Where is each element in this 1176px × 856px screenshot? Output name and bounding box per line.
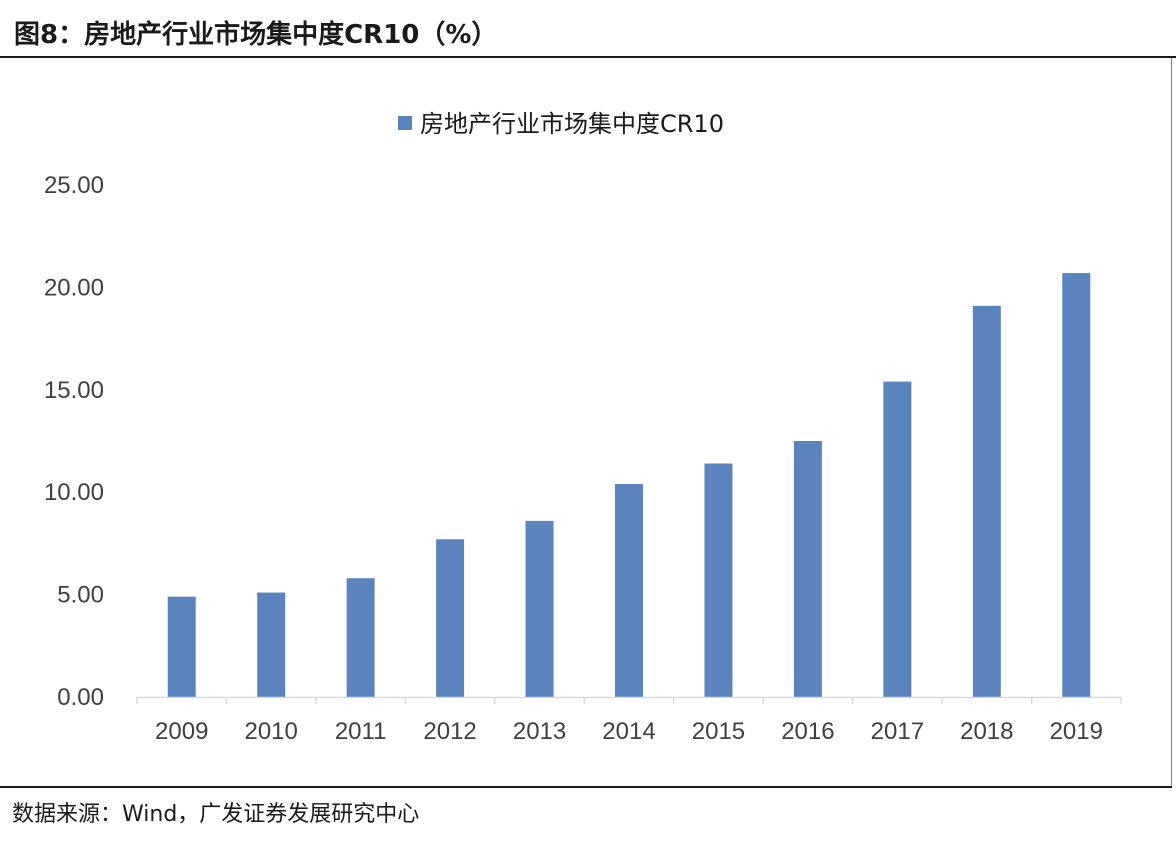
y-tick-label: 0.00 [57,684,104,711]
bar-2018 [972,305,1001,697]
frame-right-border [1171,58,1172,788]
bar-2009 [167,596,196,697]
legend-swatch [398,116,412,130]
x-tick-label: 2009 [155,718,208,745]
y-tick-label: 20.00 [44,274,104,301]
x-tick-label: 2017 [871,718,924,745]
chart-legend: 房地产行业市场集中度CR10 [398,110,724,138]
x-tick-label: 2012 [423,718,476,745]
x-tick-label: 2010 [244,718,297,745]
y-axis: 0.00 5.00 10.00 15.00 20.00 25.00 [44,172,104,711]
x-tick-label: 2011 [335,718,387,745]
source-note: 数据来源：Wind，广发证券发展研究中心 [12,802,420,827]
x-tick-label: 2013 [513,718,566,745]
bar-chart: 房地产行业市场集中度CR10 0.00 5.00 10.00 15.00 20.00 25… [44,110,1122,745]
source-divider [0,786,1172,788]
bar-2019 [1062,273,1091,697]
x-tick-label: 2015 [692,718,745,745]
figure-title: 图8：房地产行业市场集中度CR10（%） [14,20,498,50]
x-tick-label: 2019 [1050,718,1103,745]
y-tick-label: 10.00 [44,479,104,506]
legend-label: 房地产行业市场集中度CR10 [420,110,724,138]
y-tick-label: 15.00 [44,377,104,404]
y-tick-label: 25.00 [44,172,104,199]
bar-2016 [793,441,822,697]
bar-2011 [346,578,375,697]
title-divider [0,56,1176,58]
bar-2017 [883,381,912,697]
bar-2015 [704,463,733,697]
bar-2010 [257,592,286,697]
bar-series [167,273,1091,697]
x-axis-ticks [136,697,1122,704]
x-axis: 2009 2010 2011 2012 2013 2014 2015 2016 2017 2018… [155,718,1103,745]
bar-2014 [615,484,643,697]
x-tick-label: 2016 [781,718,834,745]
bar-2013 [525,520,554,697]
x-tick-label: 2014 [602,718,655,745]
y-tick-label: 5.00 [57,582,104,609]
bar-2012 [436,539,465,697]
x-tick-label: 2018 [960,718,1013,745]
